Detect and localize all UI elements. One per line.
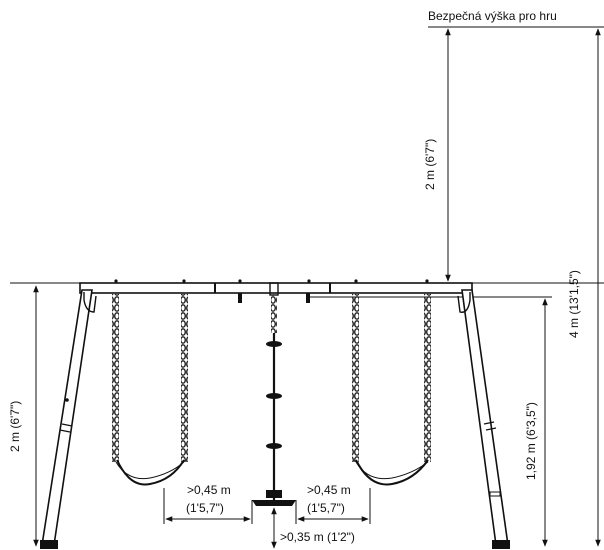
total-height-label: 4 m (13'1,5") [567, 270, 581, 338]
right-clearance-m: >0,45 m [307, 483, 351, 497]
right-clearance-ft: (1'5,7") [307, 501, 345, 515]
left-clearance-ft: (1'5,7") [186, 501, 224, 515]
left-height-label: 2 m (6'7") [8, 401, 22, 452]
right-frame-legs [457, 289, 510, 549]
left-swing [112, 294, 188, 486]
center-rope-disc-swing [252, 282, 296, 506]
ground-clearance-label: >0,35 m (1'2") [280, 530, 355, 544]
beam-height-label: 1,92 m (6'3,5") [524, 402, 538, 480]
right-swing [352, 294, 431, 486]
left-clearance-m: >0,45 m [187, 483, 231, 497]
top-beam [79, 282, 473, 294]
beam-hooks [114, 279, 429, 303]
safety-zone-height-label: 2 m (6'7") [423, 139, 437, 190]
safety-height-label: Bezpečná výška pro hru [428, 9, 557, 23]
left-frame-legs [40, 289, 97, 549]
